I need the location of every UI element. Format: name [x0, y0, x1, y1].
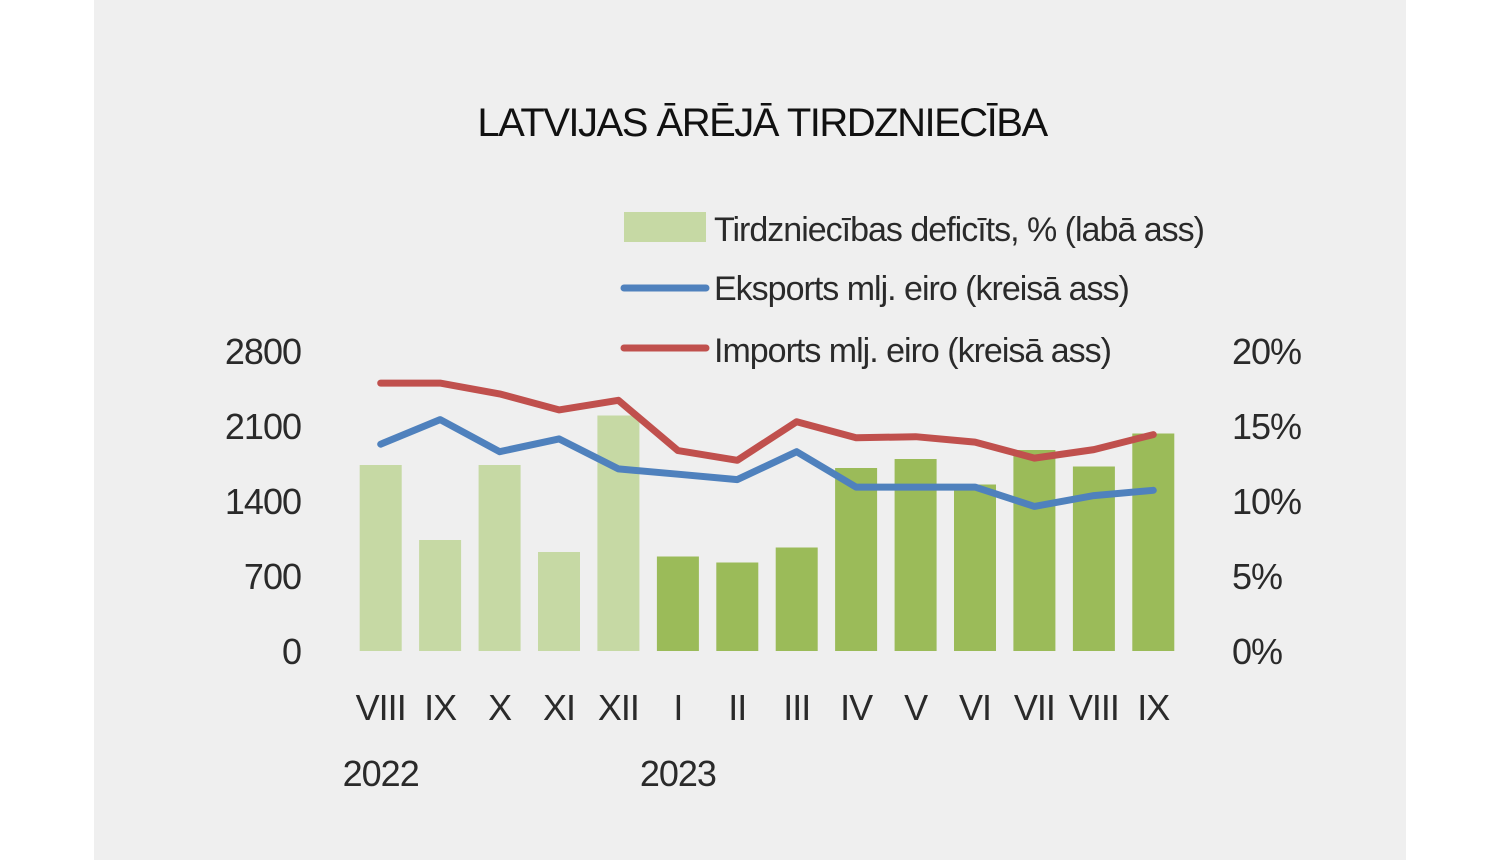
line-series	[377, 379, 1157, 510]
deficit-bar	[538, 552, 580, 651]
x-tick-label: IV	[840, 687, 873, 728]
left-tick-label: 1400	[225, 481, 301, 522]
chart-title: LATVIJAS ĀRĒJĀ TIRDZNIECĪBA	[477, 101, 1048, 145]
right-axis: 0% 5% 10% 15% 20%	[1232, 331, 1302, 672]
deficit-bar	[954, 484, 996, 651]
x-tick-label: VIII	[356, 687, 406, 728]
left-tick-label: 2100	[225, 406, 301, 447]
legend-swatch-deficit	[624, 212, 706, 242]
deficit-bar	[835, 468, 878, 651]
x-tick-label: VII	[1014, 687, 1055, 728]
year-label: 2022	[343, 753, 419, 794]
deficit-bar	[656, 556, 699, 651]
left-tick-label: 0	[282, 631, 301, 672]
imports-line	[377, 379, 1157, 464]
x-tick-label: VIII	[1069, 687, 1119, 728]
legend: Tirdzniecības deficīts, % (labā ass) Eks…	[620, 211, 1205, 370]
x-tick-label: IX	[424, 687, 457, 728]
x-axis: VIII IX X XI XII I II III IV V VI VII VIII IX	[356, 687, 1172, 728]
deficit-bar	[478, 465, 521, 651]
deficit-bar	[716, 562, 759, 651]
x-tick-label: I	[673, 687, 682, 728]
right-tick-label: 15%	[1232, 406, 1301, 447]
legend-label-exports: Eksports mlj. eiro (kreisā ass)	[714, 270, 1129, 308]
deficit-bar	[359, 465, 402, 651]
exports-line	[377, 416, 1157, 510]
deficit-bar	[1013, 450, 1056, 651]
x-tick-label: XI	[543, 687, 575, 728]
chart-panel	[94, 0, 1406, 860]
deficit-bar	[597, 415, 640, 651]
legend-label-deficit: Tirdzniecības deficīts, % (labā ass)	[714, 211, 1204, 249]
x-tick-label: V	[904, 687, 928, 728]
deficit-bar	[419, 540, 462, 651]
right-tick-label: 0%	[1232, 631, 1282, 672]
legend-label-imports: Imports mlj. eiro (kreisā ass)	[714, 332, 1111, 370]
deficit-bar	[1132, 433, 1175, 651]
x-tick-label: VI	[959, 687, 991, 728]
x-tick-label: III	[783, 687, 810, 728]
deficit-bar	[775, 547, 818, 651]
deficit-bar	[894, 459, 937, 651]
right-tick-label: 20%	[1232, 331, 1301, 372]
x-tick-label: IX	[1137, 687, 1170, 728]
right-tick-label: 5%	[1232, 556, 1282, 597]
x-tick-label: XII	[598, 687, 639, 728]
year-label: 2023	[640, 753, 716, 794]
deficit-bars	[359, 415, 1175, 651]
x-tick-label: X	[488, 687, 512, 728]
left-axis: 0 700 1400 2100 2800	[225, 331, 302, 672]
x-tick-label: II	[728, 687, 746, 728]
left-tick-label: 2800	[225, 331, 301, 372]
year-labels: 2022 2023	[343, 753, 717, 794]
left-tick-label: 700	[244, 556, 301, 597]
right-tick-label: 10%	[1232, 481, 1301, 522]
